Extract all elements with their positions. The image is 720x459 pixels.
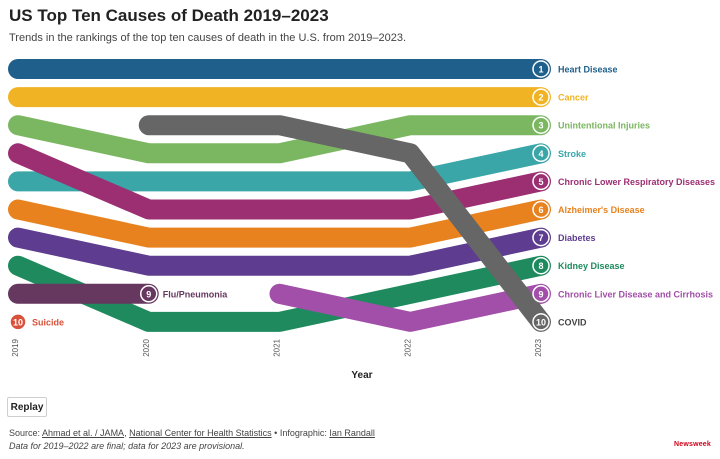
source-link-nchs[interactable]: National Center for Health Statistics <box>129 428 272 438</box>
rank-number-heart-disease: 1 <box>538 65 543 75</box>
rank-number-chronic-liver-disease-and-cirrhosis: 9 <box>538 289 543 299</box>
start-label-suicide: Suicide <box>32 317 64 327</box>
x-tick-2019: 2019 <box>11 338 20 356</box>
rank-badge-heart-disease <box>532 60 550 78</box>
brand-logo: Newsweek <box>673 441 711 448</box>
rank-badge-kidney-disease <box>532 256 550 275</box>
x-axis-title: Year <box>351 370 372 381</box>
series-label-chronic-liver-disease-and-cirrhosis: Chronic Liver Disease and Cirrhosis <box>558 289 713 299</box>
series-label-alzheimer-s-disease: Alzheimer's Disease <box>558 205 645 215</box>
start-badge-flu-pneumonia <box>140 285 158 303</box>
series-label-chronic-lower-respiratory-diseases: Chronic Lower Respiratory Diseases <box>558 177 715 187</box>
start-label-flu-pneumonia: Flu/Pneumonia <box>163 289 228 299</box>
rank-badge-cancer <box>532 88 550 106</box>
chart-subtitle: Trends in the rankings of the top ten ca… <box>9 32 407 44</box>
series-line-diabetes <box>8 227 551 276</box>
source-prefix: Source: <box>9 428 43 438</box>
rank-badge-covid <box>532 313 550 331</box>
source-sep-2: • Infographic: <box>271 428 330 438</box>
series-line-unintentional-injuries <box>8 115 551 164</box>
x-tick-2020: 2020 <box>142 338 151 356</box>
rank-badge-stroke <box>532 144 550 163</box>
rank-number-unintentional-injuries: 3 <box>538 121 543 131</box>
source-link-jama[interactable]: Ahmad et al. / JAMA <box>42 428 125 438</box>
rank-badge-diabetes <box>532 228 550 247</box>
rank-badge-alzheimer-s-disease <box>532 200 550 219</box>
series-label-stroke: Stroke <box>558 149 586 159</box>
rank-number-stroke: 4 <box>538 149 543 159</box>
x-tick-2021: 2021 <box>273 338 282 356</box>
source-sep-1: , <box>124 428 130 438</box>
rank-badge-chronic-liver-disease-and-cirrhosis <box>532 285 550 303</box>
rank-badge-chronic-lower-respiratory-diseases <box>532 172 550 191</box>
source-line: Source: Ahmad et al. / JAMA, National Ce… <box>9 428 375 438</box>
series-label-cancer: Cancer <box>558 93 589 103</box>
rank-number-kidney-disease: 8 <box>538 261 543 271</box>
series-line-chronic-liver-disease-and-cirrhosis <box>269 283 551 332</box>
rank-number-diabetes: 7 <box>538 233 543 243</box>
source-link-author[interactable]: Ian Randall <box>329 428 375 438</box>
series-label-unintentional-injuries: Unintentional Injuries <box>558 121 650 131</box>
rank-number-chronic-lower-respiratory-diseases: 5 <box>538 177 543 187</box>
series-line-covid <box>138 115 551 332</box>
x-tick-2023: 2023 <box>534 338 543 356</box>
series-label-kidney-disease: Kidney Disease <box>558 261 625 271</box>
rank-number-cancer: 2 <box>538 93 543 103</box>
series-label-heart-disease: Heart Disease <box>558 65 618 75</box>
series-line-alzheimer-s-disease <box>8 199 551 248</box>
rank-badge-unintentional-injuries <box>532 116 550 134</box>
x-tick-2022: 2022 <box>403 338 412 356</box>
replay-button[interactable]: Replay <box>7 397 47 417</box>
start-badge-suicide <box>9 313 27 331</box>
chart-title: US Top Ten Causes of Death 2019–2023 <box>9 6 329 25</box>
rank-number-covid: 10 <box>536 317 546 327</box>
series-label-diabetes: Diabetes <box>558 233 596 243</box>
data-note: Data for 2019–2022 are final; data for 2… <box>9 441 245 451</box>
series-label-covid: COVID <box>558 317 587 327</box>
start-rank-number-suicide: 10 <box>13 317 23 327</box>
rank-number-alzheimer-s-disease: 6 <box>538 205 543 215</box>
start-rank-number-flu-pneumonia: 9 <box>146 289 151 299</box>
